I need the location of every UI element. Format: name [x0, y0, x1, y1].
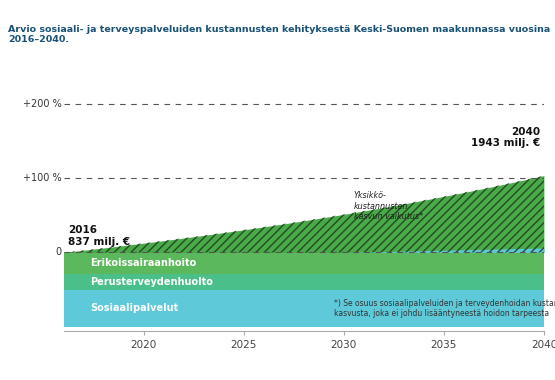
Text: Kuvio 3: Kuvio 3 — [7, 7, 56, 20]
Text: Sosiaalipalvelut: Sosiaalipalvelut — [90, 303, 178, 313]
Text: Perusterveydenhuolto: Perusterveydenhuolto — [90, 277, 213, 287]
Text: 0: 0 — [56, 247, 62, 258]
Text: *) Se osuus sosiaalipalveluiden ja terveydenhoidan kustannusten
kasvusta, joka e: *) Se osuus sosiaalipalveluiden ja terve… — [334, 299, 555, 318]
Text: +100 %: +100 % — [23, 173, 62, 183]
Text: Erikoissairaanhoito: Erikoissairaanhoito — [90, 258, 196, 268]
Text: +200 %: +200 % — [23, 99, 62, 109]
Text: Arvio sosiaali- ja terveyspalveluiden kustannusten kehityksestä Keski-Suomen maa: Arvio sosiaali- ja terveyspalveluiden ku… — [8, 25, 551, 44]
Text: Yksikkö-
kustannusten
kasvun vaikutus*: Yksikkö- kustannusten kasvun vaikutus* — [354, 192, 423, 221]
Text: 2016
837 milj. €: 2016 837 milj. € — [68, 225, 130, 247]
Text: 2040
1943 milj. €: 2040 1943 milj. € — [471, 127, 540, 148]
